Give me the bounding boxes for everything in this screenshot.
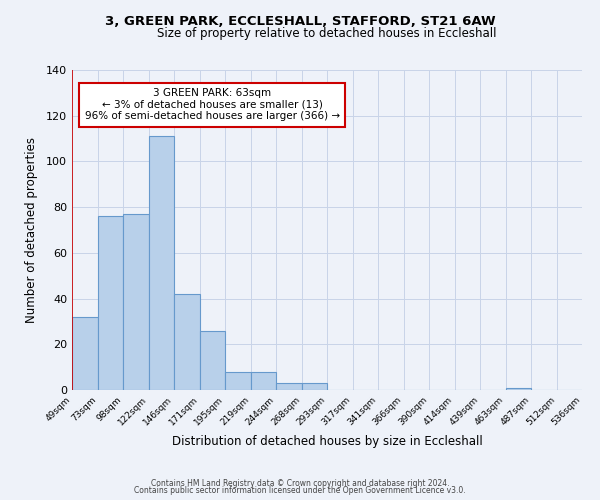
Bar: [97, 216, 123, 390]
Title: Size of property relative to detached houses in Eccleshall: Size of property relative to detached ho…: [157, 26, 497, 40]
Bar: [149, 136, 174, 390]
Text: Contains HM Land Registry data © Crown copyright and database right 2024.: Contains HM Land Registry data © Crown c…: [151, 478, 449, 488]
Bar: [302, 383, 327, 390]
Bar: [251, 372, 276, 390]
X-axis label: Distribution of detached houses by size in Eccleshall: Distribution of detached houses by size …: [172, 436, 482, 448]
Text: 3 GREEN PARK: 63sqm
← 3% of detached houses are smaller (13)
96% of semi-detache: 3 GREEN PARK: 63sqm ← 3% of detached hou…: [85, 88, 340, 122]
Bar: [72, 317, 97, 390]
Bar: [123, 214, 149, 390]
Text: 3, GREEN PARK, ECCLESHALL, STAFFORD, ST21 6AW: 3, GREEN PARK, ECCLESHALL, STAFFORD, ST2…: [104, 15, 496, 28]
Bar: [276, 383, 302, 390]
Text: Contains public sector information licensed under the Open Government Licence v3: Contains public sector information licen…: [134, 486, 466, 495]
Bar: [174, 294, 199, 390]
Bar: [199, 330, 225, 390]
Y-axis label: Number of detached properties: Number of detached properties: [25, 137, 38, 323]
Bar: [225, 372, 251, 390]
Bar: [505, 388, 531, 390]
